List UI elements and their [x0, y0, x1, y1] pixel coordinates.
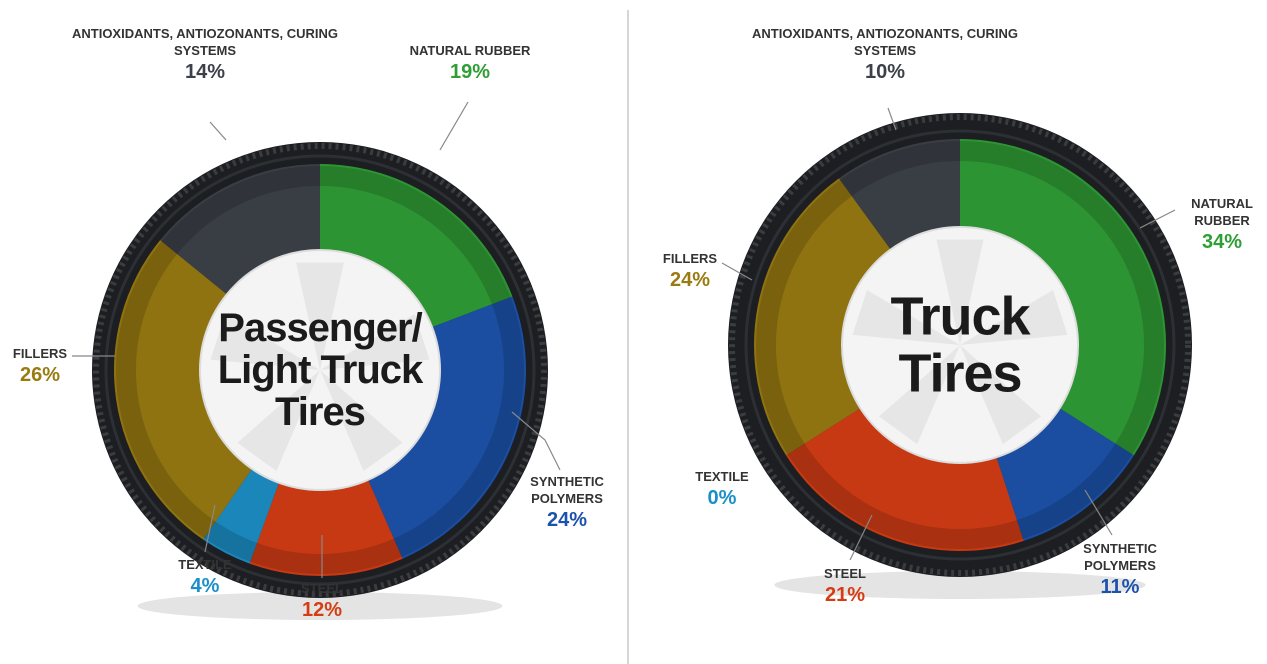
category-label: NATURAL RUBBER: [380, 42, 560, 59]
category-label: TEXTILE: [155, 556, 255, 573]
slice-label: ANTIOXIDANTS, ANTIOZONANTS, CURING SYSTE…: [70, 25, 340, 85]
value-label: 4%: [155, 573, 255, 599]
value-label: 14%: [70, 59, 340, 85]
category-label: TEXTILE: [672, 468, 772, 485]
category-label: SYNTHETIC POLYMERS: [1065, 540, 1175, 574]
value-label: 12%: [272, 597, 372, 623]
center-title: Passenger/ Light Truck Tires: [205, 307, 435, 433]
category-label: STEEL: [272, 580, 372, 597]
leader-line: [440, 102, 468, 150]
value-label: 11%: [1065, 574, 1175, 600]
leader-line: [210, 122, 226, 140]
value-label: 0%: [672, 485, 772, 511]
category-label: ANTIOXIDANTS, ANTIOZONANTS, CURING SYSTE…: [70, 25, 340, 59]
category-label: FILLERS: [0, 345, 90, 362]
value-label: 24%: [512, 507, 622, 533]
category-label: FILLERS: [640, 250, 740, 267]
category-label: NATURAL RUBBER: [1172, 195, 1267, 229]
value-label: 21%: [795, 582, 895, 608]
category-label: SYNTHETIC POLYMERS: [512, 473, 622, 507]
value-label: 19%: [380, 59, 560, 85]
value-label: 24%: [640, 267, 740, 293]
value-label: 10%: [750, 59, 1020, 85]
infographic: Passenger/ Light Truck Tires NATURAL RUBB…: [0, 0, 1267, 664]
category-label: ANTIOXIDANTS, ANTIOZONANTS, CURING SYSTE…: [750, 25, 1020, 59]
value-label: 26%: [0, 362, 90, 388]
center-title: Truck Tires: [860, 288, 1060, 401]
value-label: 34%: [1172, 229, 1267, 255]
category-label: STEEL: [795, 565, 895, 582]
slice-label: ANTIOXIDANTS, ANTIOZONANTS, CURING SYSTE…: [750, 25, 1020, 85]
